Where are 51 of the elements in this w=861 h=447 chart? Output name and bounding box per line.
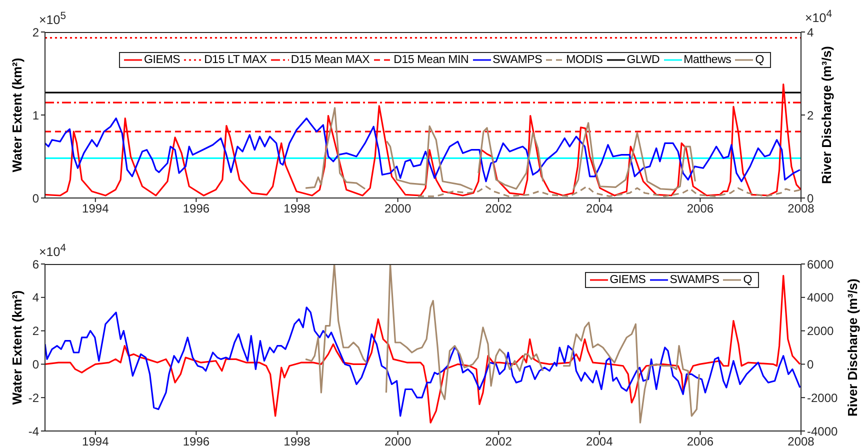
y-tick-label: 0 [32,191,40,206]
y2-tick-label: 4000 [807,290,834,305]
legend-label: Matthews [684,54,732,66]
y-tick-label: 2 [32,25,40,40]
x-tick-label: 2002 [485,434,512,447]
y-tick-label: 6 [32,257,40,272]
y-axis-title: Water Extent (km²) [9,290,24,405]
text: ×10$^{5}$ [39,11,66,28]
x-tick-label: 2002 [485,202,512,216]
y-tick-label: 1 [32,108,40,122]
x-tick-label: 1994 [82,202,110,216]
legend-label: Q [743,274,752,286]
legend-label: D15 LT MAX [204,54,267,66]
line-series [45,118,801,182]
y-tick-label: 4 [32,290,40,305]
x-tick-label: 2000 [384,202,412,216]
y-tick-label: -4 [28,424,40,438]
x-tick-label: 2000 [384,434,412,447]
y-axis-title: Water Extent (km²) [9,58,24,172]
x-tick-label: 2006 [686,202,714,216]
x-tick-label: 1996 [182,202,210,216]
legend-label: GLWD [626,54,660,66]
y2-tick-label: 2000 [807,324,834,338]
legend-label: D15 Mean MIN [394,54,469,66]
text: ×10$^{4}$ [39,243,66,260]
y2-axis-title: River Discharge (m³/s) [844,278,860,416]
legend-label: Q [755,54,764,66]
x-tick-label: 1998 [284,202,311,216]
y-tick-label: 0 [32,357,40,372]
y2-tick-label: 2 [807,108,814,122]
x-tick-label: 2004 [586,202,614,216]
y2-tick-label: -2000 [807,390,838,405]
legend-label: D15 Mean MAX [290,54,370,66]
legend-label: GIEMS [610,274,646,286]
legend-label: MODIS [566,54,603,66]
y2-axis-title: River Discharge (m³/s) [818,46,834,184]
legend-label: SWAMPS [492,54,542,66]
line-series [45,306,801,417]
x-tick-label: 1994 [82,434,110,447]
x-tick-label: 1998 [284,434,311,447]
legend-label: SWAMPS [670,274,720,286]
legend-label: GIEMS [144,54,180,66]
x-tick-label: 2004 [586,434,614,447]
text: ×10$^{4}$ [805,9,832,26]
y2-tick-label: 0 [807,357,814,372]
y-tick-label: 2 [32,324,40,338]
y2-tick-label: 4 [807,25,814,40]
y2-tick-label: 6000 [807,257,834,272]
y-tick-label: -2 [28,390,40,405]
x-tick-label: 2006 [686,434,714,447]
x-tick-label: 1996 [182,434,210,447]
